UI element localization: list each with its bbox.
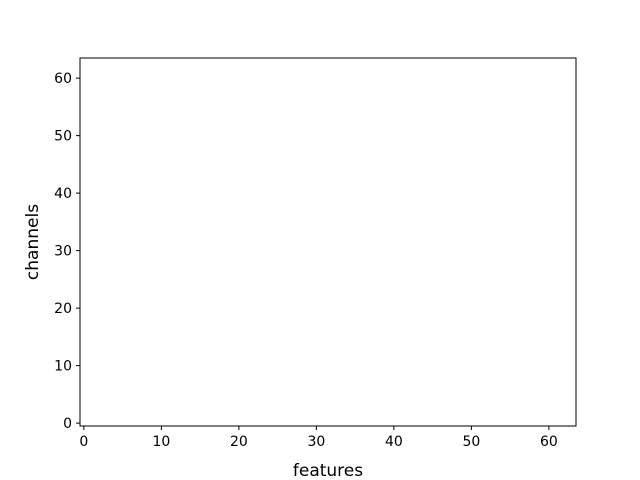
x-tick-label: 10: [152, 434, 170, 450]
y-tick-label: 0: [63, 416, 72, 432]
y-tick-label: 50: [54, 129, 72, 145]
x-tick-label: 40: [385, 434, 403, 450]
y-axis-title: channels: [23, 204, 43, 280]
x-tick-label: 0: [79, 434, 88, 450]
y-tick-label: 30: [54, 244, 72, 260]
y-axis-ticks: 0 10 20 30 40 50 60: [54, 71, 80, 432]
grid-lines: [80, 58, 576, 426]
plot-frame: [79, 57, 577, 427]
y-tick-label: 40: [54, 186, 72, 202]
y-tick-label: 20: [54, 301, 72, 317]
x-tick-label: 60: [540, 434, 558, 450]
y-tick-label: 10: [54, 359, 72, 375]
x-tick-label: 20: [230, 434, 248, 450]
x-axis-title: features: [293, 461, 363, 480]
x-tick-label: 50: [462, 434, 480, 450]
x-axis-ticks: 0 10 20 30 40 50 60: [79, 426, 558, 450]
y-tick-label: 60: [54, 71, 72, 87]
x-tick-label: 30: [307, 434, 325, 450]
